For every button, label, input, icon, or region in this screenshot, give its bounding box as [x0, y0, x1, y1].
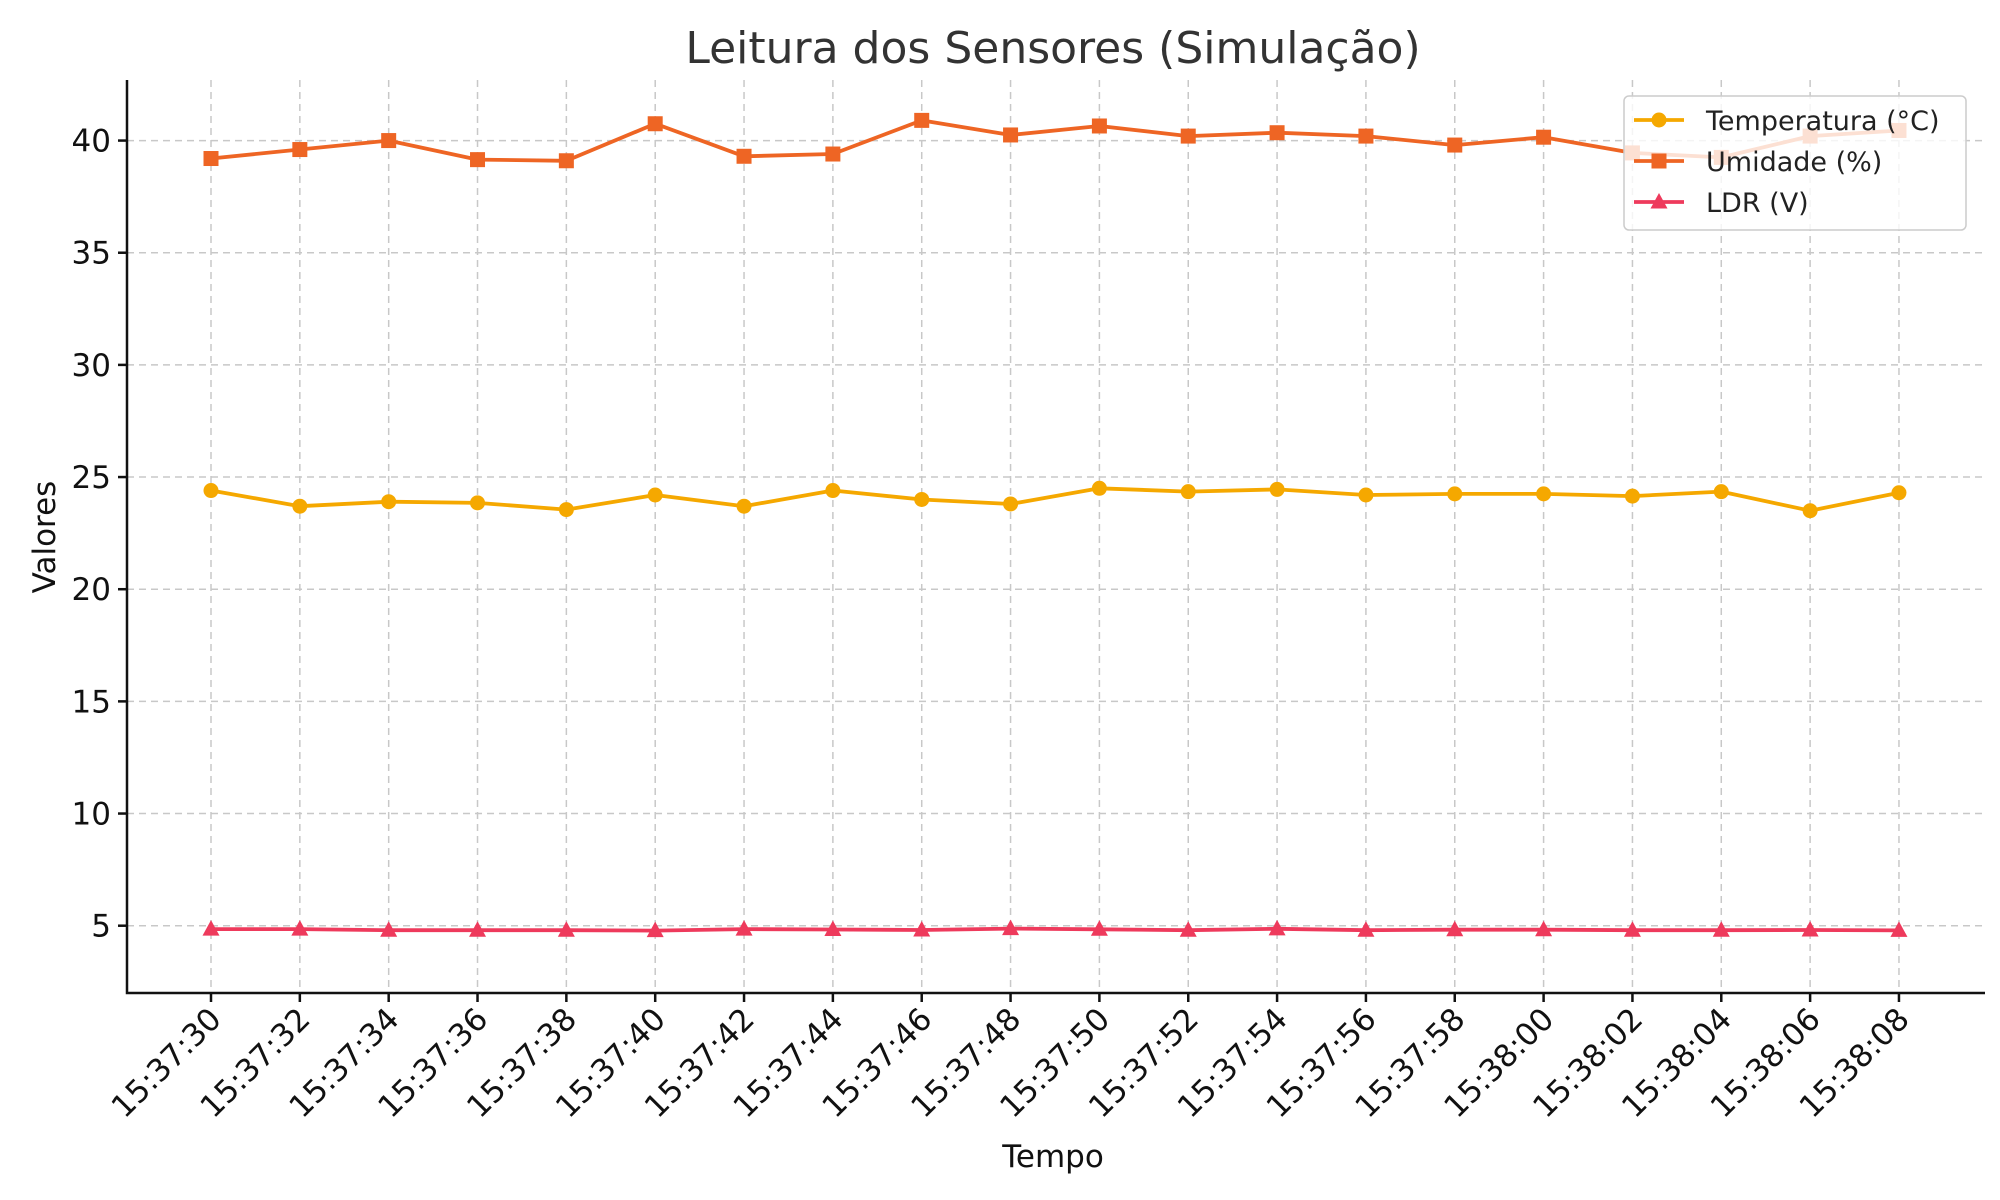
data-point — [203, 483, 219, 499]
series-group — [202, 112, 1908, 938]
series-2 — [202, 919, 1908, 938]
series-line — [210, 118, 1900, 163]
data-point — [1712, 921, 1730, 937]
y-tick-label: 30 — [72, 348, 111, 384]
data-point — [1891, 485, 1907, 501]
data-point — [469, 921, 487, 937]
data-point — [646, 921, 664, 938]
data-point — [736, 148, 752, 164]
data-point — [1003, 127, 1019, 143]
data-point — [1802, 503, 1818, 519]
data-point — [1801, 920, 1819, 937]
data-point — [1447, 486, 1463, 502]
data-point — [1624, 488, 1640, 504]
legend-marker — [1651, 112, 1667, 128]
y-tick-label: 35 — [72, 236, 111, 272]
data-point — [202, 920, 220, 936]
data-point — [1890, 921, 1908, 937]
legend-entry: Umidade (%) — [1634, 147, 1882, 178]
y-tick-label: 5 — [91, 909, 111, 945]
data-point — [470, 152, 486, 168]
data-point — [292, 142, 308, 158]
data-point — [1268, 919, 1286, 936]
data-point — [1446, 920, 1464, 937]
y-axis-label: Valores — [27, 481, 63, 594]
y-tick-label: 15 — [72, 684, 111, 720]
y-tick-label: 20 — [72, 572, 111, 608]
data-point — [1269, 125, 1285, 141]
data-point — [736, 498, 752, 514]
data-point — [914, 491, 930, 507]
data-point — [557, 921, 575, 937]
data-point — [1535, 920, 1553, 937]
legend-label: Umidade (%) — [1706, 147, 1882, 178]
axes: 15:37:3015:37:3215:37:3415:37:3615:37:38… — [72, 80, 1985, 1125]
data-point — [381, 494, 397, 510]
data-point — [1358, 128, 1374, 144]
data-point — [1358, 487, 1374, 503]
data-point — [914, 112, 930, 128]
legend-box — [1623, 95, 1967, 231]
axis-spines — [125, 80, 1985, 995]
data-point — [558, 153, 574, 169]
data-point — [825, 146, 841, 162]
data-point — [292, 498, 308, 514]
series-line — [211, 926, 1900, 933]
legend: Temperatura (°C) Umidade (%) LDR (V) — [1623, 95, 1967, 231]
data-point — [203, 151, 219, 167]
data-point — [1447, 137, 1463, 153]
y-tick-label: 25 — [72, 460, 111, 496]
data-point — [1536, 486, 1552, 502]
data-point — [1713, 484, 1729, 500]
data-point — [1357, 921, 1375, 937]
chart-title: Leitura dos Sensores (Simulação) — [685, 23, 1420, 74]
data-point — [1091, 480, 1107, 496]
y-tick-label: 40 — [72, 124, 111, 160]
legend-marker — [1651, 153, 1667, 169]
x-axis-label: Tempo — [1001, 1139, 1104, 1175]
legend-label: Temperatura (°C) — [1705, 106, 1940, 137]
data-point — [1002, 919, 1020, 936]
data-point — [825, 483, 841, 499]
legend-entry: LDR (V) — [1634, 188, 1809, 219]
series-line — [210, 486, 1900, 513]
data-point — [381, 133, 397, 149]
data-point — [1623, 921, 1641, 937]
data-point — [647, 116, 663, 132]
data-point — [558, 502, 574, 518]
data-point — [913, 920, 931, 937]
legend-entry: Temperatura (°C) — [1634, 106, 1940, 137]
data-point — [1180, 128, 1196, 144]
data-point — [1269, 481, 1285, 497]
data-point — [380, 921, 398, 937]
data-point — [291, 920, 309, 936]
data-point — [1180, 484, 1196, 500]
series-0 — [203, 480, 1907, 519]
data-point — [1090, 920, 1108, 936]
data-point — [1536, 129, 1552, 145]
grid-lines — [127, 80, 1985, 993]
data-point — [1179, 921, 1197, 937]
data-point — [1003, 496, 1019, 512]
data-point — [735, 920, 753, 936]
data-point — [470, 495, 486, 511]
y-tick-label: 10 — [72, 797, 111, 833]
legend-marker — [1650, 193, 1668, 209]
data-point — [824, 920, 842, 937]
data-point — [1091, 118, 1107, 134]
legend-label: LDR (V) — [1706, 188, 1809, 219]
data-point — [647, 487, 663, 503]
